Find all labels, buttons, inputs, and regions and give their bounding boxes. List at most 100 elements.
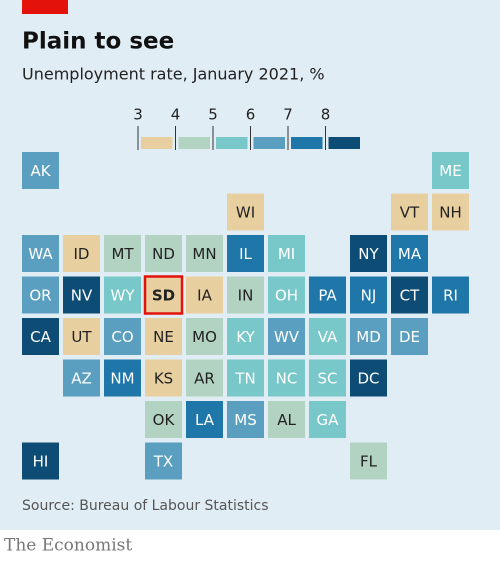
state-tile: [309, 318, 346, 355]
state-tile: [22, 276, 59, 314]
state-label: UT: [71, 328, 92, 346]
state-label: LA: [195, 411, 215, 429]
state-tile: [145, 235, 182, 272]
state-tile: [63, 276, 100, 314]
state-label: VT: [400, 204, 420, 222]
state-tile: [145, 318, 182, 355]
state-label: ME: [439, 162, 461, 180]
state-label: FL: [360, 453, 378, 471]
legend-swatch: [178, 137, 210, 149]
state-tile: [350, 276, 387, 314]
state-label: HI: [33, 453, 49, 471]
state-tile: [350, 318, 387, 355]
legend-tick-label: 7: [283, 106, 293, 124]
legend-swatch: [216, 137, 248, 149]
state-label: KS: [154, 370, 173, 388]
state-tile: [63, 318, 100, 355]
state-label: MI: [278, 245, 295, 263]
legend-tick-label: 6: [246, 106, 256, 124]
state-tile: [268, 318, 305, 355]
state-label: KY: [236, 328, 255, 346]
state-label: NC: [276, 370, 298, 388]
brand: The Economist: [4, 536, 132, 556]
state-tile: [268, 401, 305, 438]
state-label: CT: [400, 287, 420, 305]
footer-background: [0, 530, 500, 559]
state-label: OR: [29, 287, 51, 305]
brand-bar: [22, 0, 68, 14]
state-tile: [22, 152, 59, 189]
legend-tick-label: 8: [321, 106, 331, 124]
legend-swatch: [291, 137, 323, 149]
state-tile: [63, 235, 100, 272]
state-label: OH: [275, 287, 298, 305]
state-tile: [186, 359, 223, 397]
source: Source: Bureau of Labour Statistics: [22, 498, 269, 514]
state-tile: [145, 359, 182, 397]
state-tile: [350, 235, 387, 272]
state-label: NY: [358, 245, 379, 263]
state-label: WY: [111, 287, 136, 305]
state-tile: [104, 235, 141, 272]
state-label: RI: [443, 287, 458, 305]
state-label: AZ: [71, 370, 92, 388]
state-label: DE: [399, 328, 420, 346]
state-tile: [227, 235, 264, 272]
state-tile: [186, 318, 223, 355]
state-tile: [309, 401, 346, 438]
legend-swatch: [141, 137, 173, 149]
state-label: MT: [111, 245, 134, 263]
state-tile: [268, 276, 305, 314]
state-label: VA: [318, 328, 338, 346]
state-label: NE: [153, 328, 174, 346]
state-label: MS: [234, 411, 256, 429]
state-label: PA: [318, 287, 337, 305]
state-label: TX: [153, 453, 173, 471]
state-tile: [391, 235, 428, 272]
state-tile: [268, 359, 305, 397]
state-tile: [350, 442, 387, 480]
state-label: SD: [152, 287, 175, 305]
state-label: CA: [30, 328, 51, 346]
state-tile: [432, 152, 469, 189]
state-label: CO: [111, 328, 133, 346]
state-tile: [63, 359, 100, 397]
state-label: WV: [274, 328, 300, 346]
legend-swatch: [328, 137, 360, 149]
state-tile: [186, 235, 223, 272]
state-tile: [104, 359, 141, 397]
state-label: NJ: [361, 287, 377, 305]
state-tile: [391, 193, 428, 231]
legend-tick-label: 4: [171, 106, 181, 124]
state-label: DC: [357, 370, 379, 388]
legend-tick-label: 5: [208, 106, 218, 124]
state-tile: [432, 193, 469, 231]
state-tile: [227, 193, 264, 231]
state-label: MN: [192, 245, 216, 263]
legend-tick-label: 3: [133, 106, 143, 124]
state-tile: [432, 276, 469, 314]
state-tile: [391, 318, 428, 355]
state-label: MD: [356, 328, 381, 346]
state-tile: [227, 276, 264, 314]
state-label: ND: [152, 245, 175, 263]
state-label: MA: [398, 245, 422, 263]
state-tile: [391, 276, 428, 314]
state-label: NM: [110, 370, 134, 388]
state-label: SC: [318, 370, 338, 388]
state-tile: [227, 401, 264, 438]
state-tile: [22, 235, 59, 272]
state-tile: [268, 235, 305, 272]
state-tile: [227, 359, 264, 397]
state-label: NH: [439, 204, 462, 222]
state-label: MO: [192, 328, 217, 346]
state-label: GA: [317, 411, 340, 429]
chart-subtitle: Unemployment rate, January 2021, %: [22, 65, 325, 84]
state-tile: [143, 275, 184, 315]
state-label: IL: [239, 245, 252, 263]
state-label: IA: [197, 287, 212, 305]
state-tile: [104, 276, 141, 314]
chart-title: Plain to see: [22, 29, 174, 55]
state-tile: [22, 318, 59, 355]
